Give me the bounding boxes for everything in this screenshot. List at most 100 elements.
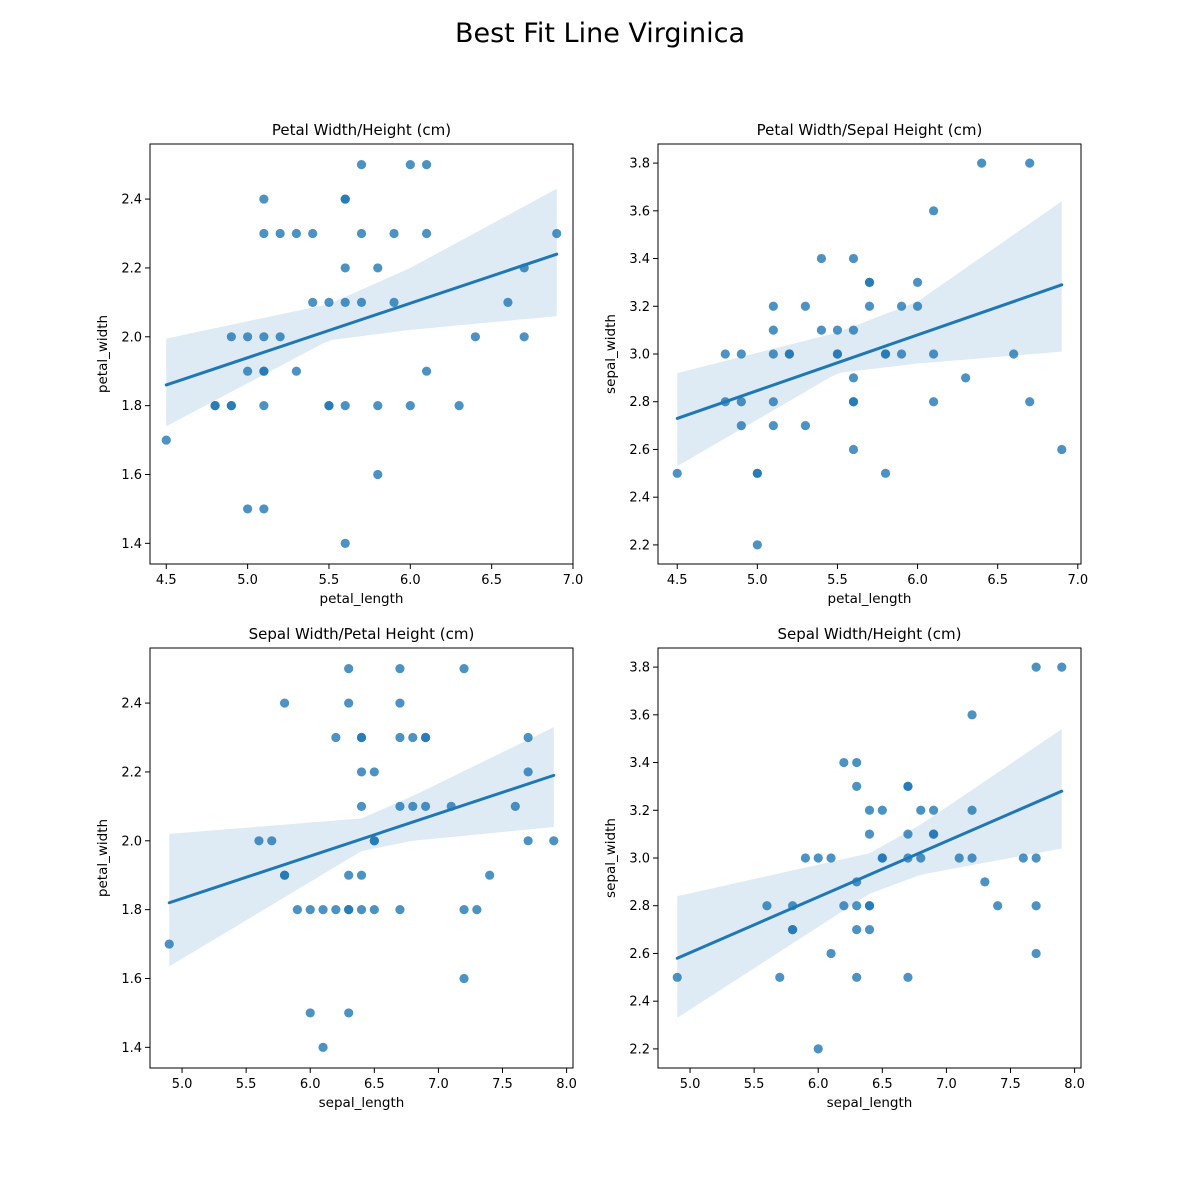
data-point xyxy=(356,160,367,170)
data-point xyxy=(826,853,836,863)
figure-title: Best Fit Line Virginica xyxy=(454,18,746,49)
data-point xyxy=(523,836,533,846)
data-point xyxy=(928,805,939,815)
data-point xyxy=(877,805,887,815)
data-point xyxy=(912,301,923,311)
data-point xyxy=(510,801,520,811)
axes-frame xyxy=(149,647,574,1069)
subplot-2: 4.5 5.0 5.5 6.0 6.5 7.0 2.2 2.4 2.6 2.8 3.0 3.2 3.4 3… xyxy=(603,121,1088,607)
data-point xyxy=(954,853,964,863)
y-tick-label: 2.2 xyxy=(629,1042,650,1057)
data-point xyxy=(967,853,977,863)
data-point xyxy=(243,332,253,342)
data-point xyxy=(340,538,350,548)
data-point xyxy=(259,228,269,239)
data-point xyxy=(852,924,862,935)
x-tick-label: 6.5 xyxy=(481,573,502,588)
data-point xyxy=(961,373,971,383)
data-point xyxy=(340,401,350,411)
data-point xyxy=(356,801,367,811)
data-point xyxy=(324,297,334,307)
data-point xyxy=(164,939,174,949)
regression-line xyxy=(164,252,559,387)
data-point xyxy=(226,332,236,342)
y-axis-label: sepal_width xyxy=(603,314,619,394)
data-point xyxy=(344,905,354,915)
data-point xyxy=(344,870,354,880)
y-tick-label: 3.0 xyxy=(629,852,650,867)
data-point xyxy=(1031,853,1041,863)
data-point xyxy=(864,301,875,311)
x-tick-label: 5.5 xyxy=(319,573,340,588)
data-point xyxy=(389,228,399,239)
data-point xyxy=(736,420,746,431)
data-point xyxy=(356,732,367,743)
data-point xyxy=(356,767,367,777)
y-tick-label: 3.6 xyxy=(629,204,650,219)
data-point xyxy=(331,905,341,915)
data-point xyxy=(880,468,891,478)
data-point xyxy=(1057,662,1067,672)
data-point xyxy=(405,160,415,170)
x-tick-label: 4.5 xyxy=(667,573,688,588)
x-tick-label: 7.0 xyxy=(563,573,584,588)
data-point xyxy=(523,767,533,777)
subplot-title: Sepal Width/Petal Height (cm) xyxy=(249,625,475,643)
data-point xyxy=(369,767,379,777)
x-tick-label: 8.0 xyxy=(556,1077,577,1092)
data-point xyxy=(291,228,302,239)
y-tick-label: 2.0 xyxy=(121,834,142,849)
regression-line xyxy=(167,773,556,905)
y-tick-label: 3.2 xyxy=(629,804,650,819)
x-tick-label: 6.5 xyxy=(364,1077,385,1092)
subplot-1: 4.5 5.0 5.5 6.0 6.5 7.0 1.4 1.6 1.8 2.0 2.2 2.4 Peta… xyxy=(95,121,583,607)
data-point xyxy=(356,297,367,307)
data-point xyxy=(324,401,334,411)
data-point xyxy=(305,1008,315,1018)
y-tick-label: 1.4 xyxy=(121,537,142,552)
x-tick-label: 7.5 xyxy=(1000,1077,1021,1092)
data-point xyxy=(408,732,418,743)
y-tick-label: 1.6 xyxy=(121,468,142,483)
x-tick-label: 6.0 xyxy=(808,1077,829,1092)
data-point xyxy=(395,801,405,811)
x-tick-label: 5.5 xyxy=(744,1077,765,1092)
y-tick-label: 2.8 xyxy=(629,899,650,914)
data-point xyxy=(395,698,405,708)
data-point xyxy=(373,401,383,411)
y-tick-label: 2.8 xyxy=(629,395,650,410)
y-tick-label: 2.6 xyxy=(629,947,650,962)
data-point xyxy=(1025,397,1035,407)
data-point xyxy=(848,444,859,455)
data-point xyxy=(459,664,469,674)
data-point xyxy=(305,905,315,915)
x-tick-label: 7.0 xyxy=(1067,573,1088,588)
data-point xyxy=(916,805,926,815)
y-tick-label: 3.0 xyxy=(629,348,650,363)
x-tick-label: 5.0 xyxy=(747,573,768,588)
data-point xyxy=(292,905,303,915)
data-point xyxy=(928,829,939,839)
confidence-band xyxy=(169,727,554,967)
x-tick-label: 5.0 xyxy=(172,1077,193,1092)
data-point xyxy=(928,397,939,407)
data-point xyxy=(775,972,785,982)
data-point xyxy=(1031,948,1041,959)
data-point xyxy=(864,924,875,935)
y-tick-label: 2.0 xyxy=(121,330,142,345)
subplot-3: 5.0 5.5 6.0 6.5 7.0 7.5 8.0 1.4 1.6 1.8 2.0 2.2 2.4 S… xyxy=(95,625,577,1111)
data-point xyxy=(420,801,431,811)
y-tick-label: 2.4 xyxy=(629,491,650,506)
data-point xyxy=(848,397,859,407)
data-point xyxy=(549,836,559,846)
data-point xyxy=(552,228,562,239)
data-point xyxy=(405,401,415,411)
data-point xyxy=(864,805,875,815)
data-point xyxy=(832,349,843,359)
confidence-band xyxy=(677,201,1062,467)
data-point xyxy=(967,710,977,720)
data-point xyxy=(259,366,269,376)
data-point xyxy=(369,836,379,846)
y-tick-label: 3.6 xyxy=(629,708,650,723)
data-point xyxy=(768,349,778,359)
